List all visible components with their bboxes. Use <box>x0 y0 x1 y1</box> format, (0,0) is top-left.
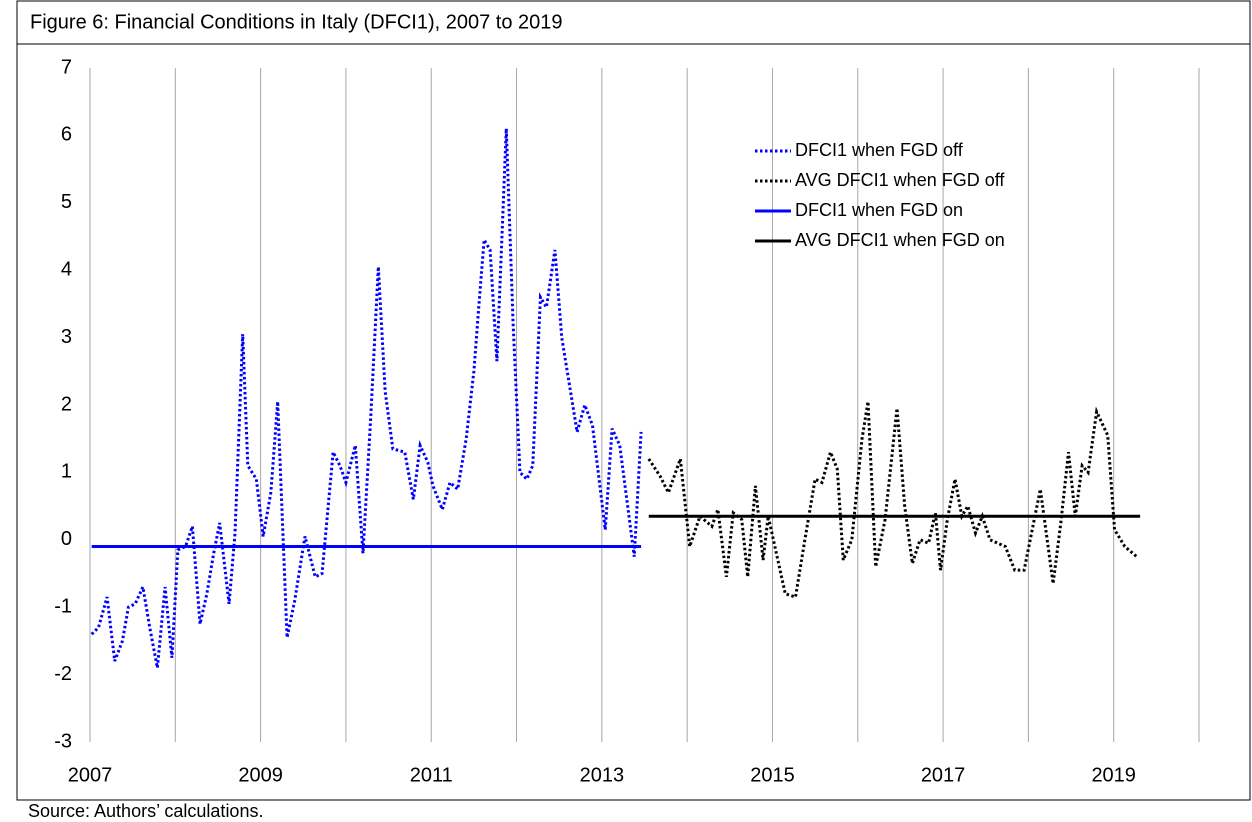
grid: -3 -2 -1 0 1 2 3 4 5 6 7 2007 2009 2011 2013 2015 2017 20… <box>54 56 1200 786</box>
data-line <box>647 401 1138 600</box>
frame <box>16 0 1251 801</box>
y-tick-label: 7 <box>61 56 72 78</box>
y-tick-label: 1 <box>61 461 72 483</box>
y-tick-label: 4 <box>61 258 72 280</box>
y-tick-label: -1 <box>54 595 72 617</box>
y-tick-label: 0 <box>61 528 72 550</box>
y-tick-label: 5 <box>61 191 72 213</box>
y-tick-label: -2 <box>54 663 72 685</box>
y-tick-label: 6 <box>61 124 72 146</box>
legend: DFCI1 when FGD off AVG DFCI1 when FGD off… <box>755 140 1005 250</box>
legend-label: DFCI1 when FGD off <box>795 140 964 160</box>
source-note: Source: Authors’ calculations. <box>28 801 263 821</box>
chart-title: Figure 6: Financial Conditions in Italy … <box>30 11 563 33</box>
x-tick-label: 2009 <box>238 764 283 786</box>
y-tick-label: 2 <box>61 393 72 415</box>
x-tick-label: 2015 <box>750 764 795 786</box>
plot-area <box>90 128 1141 669</box>
legend-label: DFCI1 when FGD on <box>795 200 963 220</box>
legend-label: AVG DFCI1 when FGD on <box>795 230 1005 250</box>
x-tick-label: 2013 <box>580 764 625 786</box>
x-tick-label: 2019 <box>1091 764 1136 786</box>
x-tick-label: 2011 <box>410 764 453 786</box>
y-tick-label: -3 <box>54 730 72 752</box>
data-line <box>90 128 643 669</box>
x-tick-label: 2007 <box>68 764 113 786</box>
y-tick-label: 3 <box>61 326 72 348</box>
x-tick-label: 2017 <box>921 764 966 786</box>
legend-label: AVG DFCI1 when FGD off <box>795 170 1005 190</box>
